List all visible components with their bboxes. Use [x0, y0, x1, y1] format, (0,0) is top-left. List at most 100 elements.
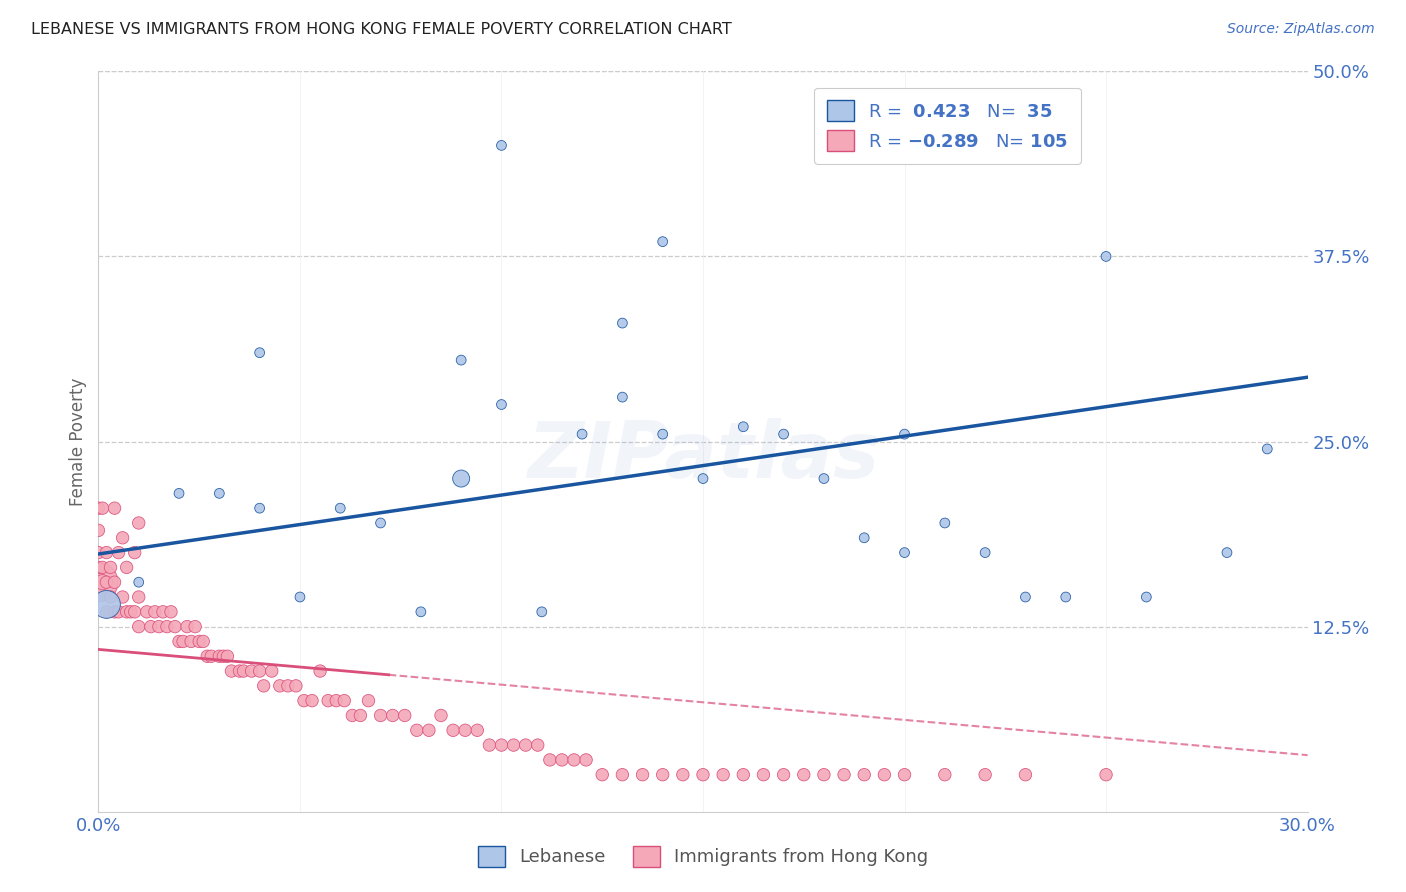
- Point: [301, 694, 323, 708]
- Point: [128, 516, 150, 530]
- Point: [562, 753, 585, 767]
- Point: [288, 590, 311, 604]
- Point: [163, 619, 186, 633]
- Point: [974, 546, 997, 560]
- Point: [491, 138, 513, 153]
- Point: [176, 619, 198, 633]
- Point: [450, 353, 472, 368]
- Point: [135, 605, 157, 619]
- Point: [172, 634, 194, 648]
- Point: [87, 524, 110, 538]
- Point: [1014, 767, 1036, 781]
- Text: ZIPatlas: ZIPatlas: [527, 418, 879, 494]
- Point: [115, 605, 138, 619]
- Point: [853, 767, 876, 781]
- Point: [934, 516, 956, 530]
- Point: [240, 664, 263, 678]
- Point: [853, 531, 876, 545]
- Point: [934, 767, 956, 781]
- Y-axis label: Female Poverty: Female Poverty: [69, 377, 87, 506]
- Point: [284, 679, 307, 693]
- Point: [893, 427, 915, 442]
- Point: [530, 605, 553, 619]
- Point: [711, 767, 734, 781]
- Point: [651, 235, 673, 249]
- Point: [87, 501, 110, 516]
- Text: Source: ZipAtlas.com: Source: ZipAtlas.com: [1227, 22, 1375, 37]
- Point: [152, 605, 174, 619]
- Point: [357, 694, 380, 708]
- Point: [325, 694, 347, 708]
- Point: [409, 605, 432, 619]
- Point: [752, 767, 775, 781]
- Point: [631, 767, 654, 781]
- Point: [893, 767, 915, 781]
- Point: [1135, 590, 1157, 604]
- Point: [260, 664, 283, 678]
- Point: [832, 767, 855, 781]
- Point: [160, 605, 183, 619]
- Point: [188, 634, 211, 648]
- Point: [87, 546, 110, 560]
- Point: [100, 590, 122, 604]
- Point: [591, 767, 613, 781]
- Point: [813, 471, 835, 485]
- Point: [200, 649, 222, 664]
- Point: [672, 767, 695, 781]
- Point: [143, 605, 166, 619]
- Point: [217, 649, 239, 664]
- Point: [253, 679, 276, 693]
- Point: [128, 619, 150, 633]
- Point: [692, 767, 714, 781]
- Point: [651, 767, 673, 781]
- Point: [418, 723, 440, 738]
- Point: [1256, 442, 1278, 456]
- Point: [1054, 590, 1077, 604]
- Point: [1216, 546, 1239, 560]
- Point: [292, 694, 315, 708]
- Point: [100, 560, 122, 574]
- Point: [103, 575, 125, 590]
- Point: [454, 723, 477, 738]
- Point: [551, 753, 574, 767]
- Point: [465, 723, 488, 738]
- Point: [612, 767, 634, 781]
- Point: [111, 531, 134, 545]
- Point: [370, 708, 392, 723]
- Point: [208, 649, 231, 664]
- Point: [329, 501, 352, 516]
- Point: [91, 575, 114, 590]
- Point: [148, 619, 170, 633]
- Point: [1095, 250, 1118, 264]
- Point: [269, 679, 291, 693]
- Point: [184, 619, 207, 633]
- Point: [793, 767, 815, 781]
- Point: [249, 664, 271, 678]
- Point: [692, 471, 714, 485]
- Point: [195, 649, 218, 664]
- Point: [111, 590, 134, 604]
- Point: [212, 649, 235, 664]
- Point: [107, 546, 129, 560]
- Point: [96, 598, 118, 612]
- Point: [733, 419, 755, 434]
- Point: [128, 590, 150, 604]
- Point: [115, 560, 138, 574]
- Point: [733, 767, 755, 781]
- Point: [249, 501, 271, 516]
- Point: [571, 427, 593, 442]
- Point: [193, 634, 215, 648]
- Point: [124, 546, 146, 560]
- Point: [333, 694, 356, 708]
- Point: [139, 619, 162, 633]
- Point: [381, 708, 404, 723]
- Point: [249, 345, 271, 359]
- Point: [893, 546, 915, 560]
- Point: [124, 605, 146, 619]
- Point: [180, 634, 202, 648]
- Point: [1014, 590, 1036, 604]
- Point: [430, 708, 453, 723]
- Point: [221, 664, 243, 678]
- Point: [526, 738, 548, 752]
- Point: [538, 753, 561, 767]
